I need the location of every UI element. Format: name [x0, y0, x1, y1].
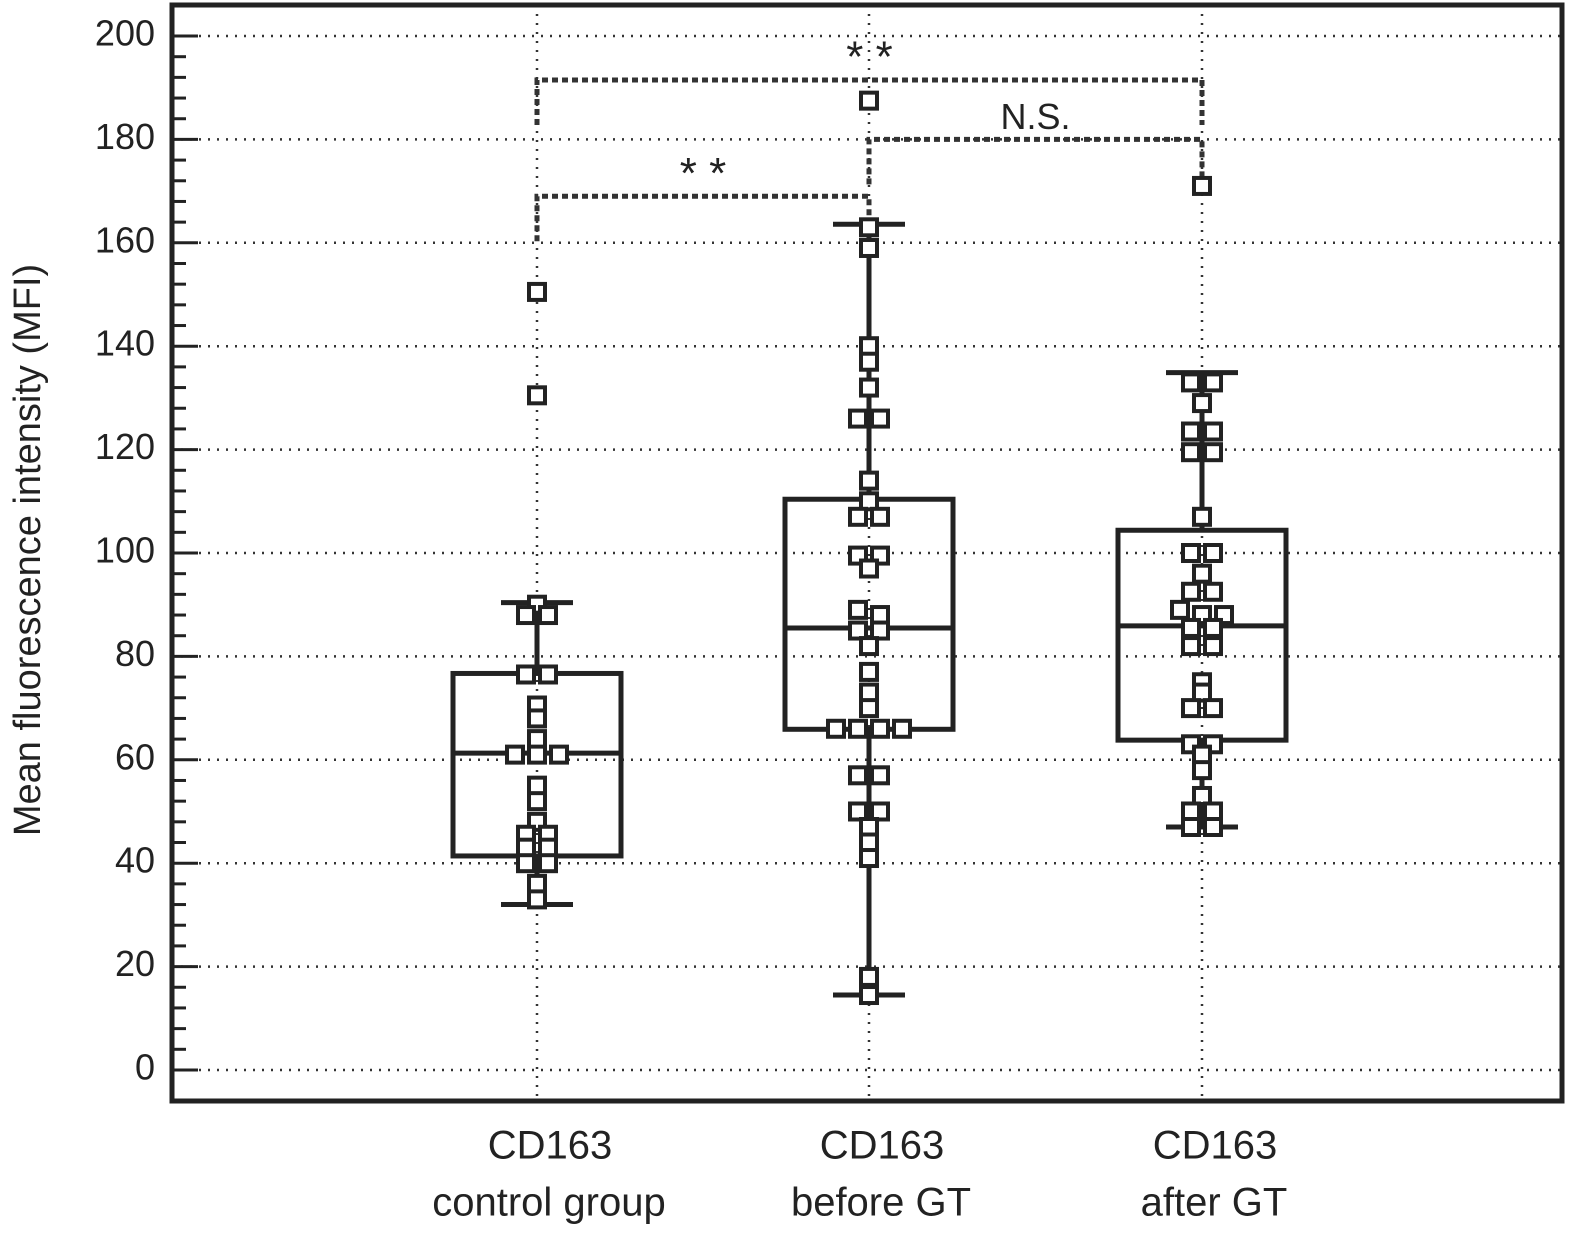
data-point	[859, 966, 879, 987]
data-point	[848, 599, 868, 620]
significance-label: N.S.	[1000, 96, 1070, 137]
data-point	[1192, 682, 1212, 703]
data-point	[1203, 442, 1223, 463]
significance-bracket	[534, 77, 1205, 125]
data-point	[516, 605, 536, 626]
significance-bracket	[866, 136, 1205, 185]
data-point	[538, 853, 558, 874]
data-point	[1181, 442, 1201, 463]
data-point	[527, 281, 547, 302]
data-point	[1170, 599, 1190, 620]
box	[450, 670, 624, 859]
y-tick-label: 200	[95, 13, 155, 54]
data-point	[859, 377, 879, 398]
data-point	[527, 791, 547, 812]
y-tick-label: 120	[95, 426, 155, 467]
data-point	[1203, 817, 1223, 837]
data-point	[1203, 372, 1223, 393]
data-point	[859, 470, 879, 491]
data-point	[1203, 543, 1223, 563]
data-point	[859, 985, 879, 1006]
x-tick-label: CD163	[488, 1124, 613, 1168]
box	[1115, 527, 1289, 743]
data-point	[1181, 698, 1201, 719]
y-tick-label: 0	[135, 1046, 155, 1087]
y-axis-label: Mean fluorescence intensity (MFI)	[7, 264, 49, 836]
data-point	[870, 506, 890, 527]
data-point	[527, 708, 547, 729]
data-point	[1203, 581, 1223, 602]
data-point	[527, 385, 547, 406]
data-point	[859, 636, 879, 657]
data-point	[1203, 698, 1223, 719]
data-point	[859, 237, 879, 258]
data-point	[1181, 581, 1201, 602]
y-tick-label: 20	[115, 943, 155, 984]
data-point	[549, 744, 569, 765]
data-point	[1181, 617, 1201, 638]
data-point	[870, 718, 890, 739]
data-point	[1203, 421, 1223, 442]
data-point	[538, 664, 558, 685]
data-point	[859, 217, 879, 238]
data-point	[859, 90, 879, 111]
data-point	[527, 744, 547, 765]
data-point	[848, 620, 868, 641]
data-point	[848, 718, 868, 739]
data-point	[1192, 506, 1212, 527]
x-tick-label: CD163	[1153, 1124, 1278, 1168]
data-point	[1181, 372, 1201, 393]
y-tick-label: 60	[115, 736, 155, 777]
data-point	[1181, 543, 1201, 563]
data-point	[1203, 617, 1223, 638]
y-tick-label: 100	[95, 530, 155, 571]
y-tick-label: 140	[95, 323, 155, 364]
data-point	[1181, 817, 1201, 837]
data-point	[516, 853, 536, 874]
y-tick-label: 40	[115, 840, 155, 881]
data-point	[1192, 393, 1212, 414]
data-point	[859, 558, 879, 579]
data-point	[892, 718, 912, 739]
data-point	[848, 506, 868, 527]
data-point	[1181, 421, 1201, 442]
data-point	[1192, 563, 1212, 584]
data-point	[516, 664, 536, 685]
x-tick-label: CD163	[820, 1124, 945, 1168]
data-point	[859, 491, 879, 512]
data-point	[870, 765, 890, 786]
data-point	[859, 661, 879, 682]
data-point	[527, 889, 547, 910]
data-point	[826, 718, 846, 739]
y-tick-label: 160	[95, 219, 155, 260]
data-point	[538, 605, 558, 626]
data-point	[859, 698, 879, 719]
data-point	[859, 351, 879, 372]
significance-label: * *	[846, 33, 892, 82]
data-point	[848, 765, 868, 786]
x-tick-label: before GT	[791, 1181, 971, 1225]
data-point	[848, 801, 868, 822]
data-point	[870, 408, 890, 429]
y-tick-label: 80	[115, 633, 155, 674]
plot-frame	[169, 2, 1565, 1104]
data-point	[1203, 636, 1223, 657]
data-point	[1192, 175, 1212, 196]
x-tick-label: control group	[432, 1181, 665, 1225]
data-point	[505, 744, 525, 765]
data-point	[1192, 785, 1212, 806]
data-point	[870, 620, 890, 641]
data-point	[870, 801, 890, 822]
significance-bracket	[534, 193, 872, 242]
data-point	[1192, 760, 1212, 781]
x-tick-label: after GT	[1141, 1181, 1288, 1225]
data-point	[859, 848, 879, 869]
y-tick-label: 180	[95, 116, 155, 157]
significance-label: * *	[680, 149, 726, 198]
data-point	[1181, 636, 1201, 657]
data-point	[848, 408, 868, 429]
